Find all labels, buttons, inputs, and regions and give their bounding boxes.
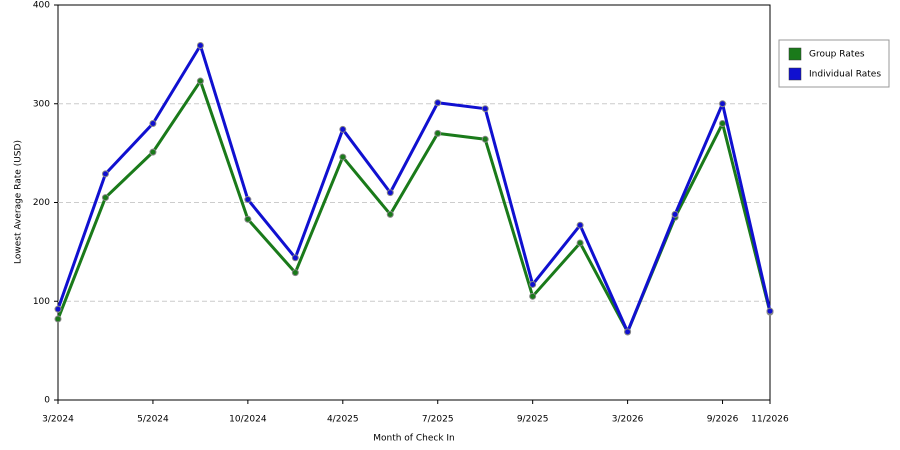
data-point — [529, 292, 537, 300]
data-point — [624, 328, 632, 336]
x-tick-label: 3/2026 — [612, 415, 644, 425]
data-point — [54, 305, 62, 313]
y-tick-label: 200 — [33, 198, 50, 208]
y-tick-label: 400 — [33, 1, 50, 11]
data-point — [291, 269, 299, 277]
legend-label: Group Rates — [809, 50, 865, 60]
data-point — [196, 41, 204, 49]
data-point — [671, 210, 679, 218]
legend-label: Individual Rates — [809, 70, 881, 80]
x-tick-label: 9/2025 — [517, 415, 549, 425]
data-point — [101, 194, 109, 202]
y-tick-label: 300 — [33, 99, 50, 109]
data-point — [149, 120, 157, 127]
data-point — [434, 129, 442, 137]
data-point — [386, 210, 394, 218]
data-point — [291, 254, 299, 262]
data-point — [766, 307, 774, 315]
data-point — [244, 196, 252, 204]
data-point — [719, 100, 727, 108]
y-tick-label: 0 — [44, 396, 50, 406]
legend-swatch — [788, 67, 802, 81]
x-tick-label: 4/2025 — [327, 415, 359, 425]
data-point — [529, 280, 537, 288]
data-point — [196, 77, 204, 85]
x-tick-label: 3/2024 — [42, 415, 74, 425]
data-point — [101, 170, 109, 178]
data-point — [481, 105, 489, 113]
data-point — [149, 148, 157, 156]
series-line — [56, 79, 772, 334]
data-point — [481, 135, 489, 143]
data-point — [339, 125, 347, 133]
series-line — [56, 43, 772, 334]
data-point — [339, 153, 347, 161]
x-tick-label: 5/2024 — [137, 415, 169, 425]
legend-swatch — [788, 47, 802, 61]
x-tick-label: 7/2025 — [422, 415, 454, 425]
y-tick-label: 100 — [33, 297, 50, 307]
x-tick-label: 10/2024 — [229, 415, 267, 425]
x-axis-label: Month of Check In — [373, 434, 455, 444]
x-tick-label: 9/2026 — [707, 415, 739, 425]
x-tick-label: 11/2026 — [751, 415, 789, 425]
data-point — [386, 189, 394, 197]
data-point — [719, 120, 727, 127]
data-point — [434, 99, 442, 107]
data-point — [244, 215, 252, 223]
data-point — [576, 239, 584, 247]
data-point — [54, 315, 62, 323]
data-point — [576, 221, 584, 229]
y-axis-label: Lowest Average Rate (USD) — [14, 140, 24, 264]
